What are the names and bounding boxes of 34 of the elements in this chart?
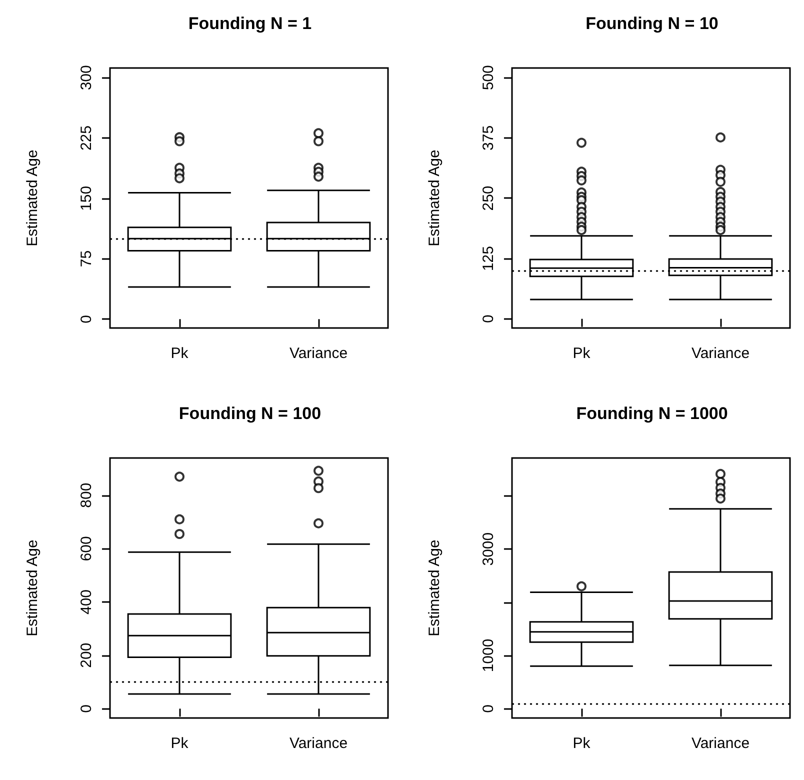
y-tick-label: 400	[78, 589, 95, 615]
y-tick-label: 3000	[480, 532, 497, 566]
x-tick-label: Pk	[572, 345, 591, 362]
y-tick-label: 125	[480, 246, 497, 272]
y-tick-label: 75	[78, 250, 95, 268]
x-tick-label: Variance	[691, 735, 750, 752]
x-tick-label: Variance	[691, 345, 750, 362]
y-tick-label: 600	[78, 536, 95, 562]
x-tick-label: Variance	[289, 735, 348, 752]
y-tick-label: 0	[480, 704, 497, 713]
y-tick-label: 200	[78, 642, 95, 668]
x-tick-label: Pk	[170, 345, 189, 362]
y-tick-label: 0	[78, 704, 95, 713]
y-tick-label: 0	[78, 314, 95, 324]
y-tick-label: 300	[78, 65, 95, 90]
y-axis-title: Estimated Age	[24, 150, 41, 246]
chart-title: Founding N = 100	[178, 404, 322, 423]
y-axis-title: Estimated Age	[24, 540, 41, 636]
y-tick-label: 500	[480, 65, 497, 90]
y-tick-label: 225	[78, 126, 95, 151]
chart-title: Founding N = 1	[188, 14, 312, 33]
y-tick-label: 1000	[480, 638, 497, 672]
y-tick-label: 375	[480, 125, 497, 150]
x-tick-label: Variance	[289, 345, 348, 362]
y-axis-title: Estimated Age	[426, 540, 443, 636]
y-axis-title: Estimated Age	[426, 150, 443, 246]
y-tick-label: 800	[78, 482, 95, 508]
chart-title: Founding N = 1000	[576, 404, 728, 423]
x-tick-label: Pk	[170, 735, 189, 752]
y-tick-label: 150	[78, 186, 95, 211]
y-tick-label: 250	[480, 186, 497, 211]
y-tick-label: 0	[480, 314, 497, 324]
chart-title: Founding N = 10	[586, 14, 718, 33]
x-tick-label: Pk	[572, 735, 591, 752]
